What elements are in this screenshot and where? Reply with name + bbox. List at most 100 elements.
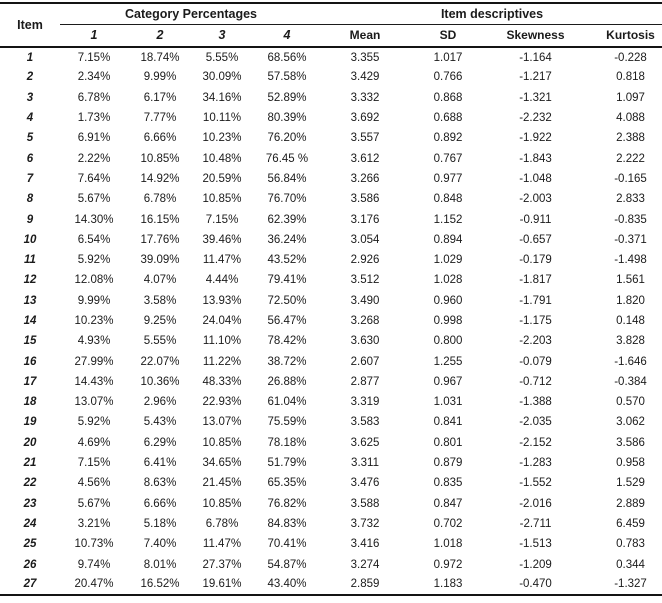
item-number-cell: 23 bbox=[23, 497, 37, 510]
value-cell: -1.217 bbox=[519, 71, 552, 84]
value-cell: -0.371 bbox=[614, 233, 647, 246]
value-cell: 11.10% bbox=[202, 335, 242, 348]
value-cell: 79.41% bbox=[267, 274, 307, 287]
sub-header-row: 1 2 3 4 Mean SD Skewness Kurtosis bbox=[0, 24, 662, 48]
table-row: 15 4.93% 5.55% 11.10% 78.42% 3.630 0.800 -2.203… bbox=[0, 331, 662, 351]
value-cell: 0.766 bbox=[433, 71, 463, 84]
value-cell: 16.52% bbox=[140, 578, 180, 591]
column-header-item: Item bbox=[0, 3, 60, 48]
value-cell: 7.15% bbox=[77, 457, 111, 470]
value-cell: 0.998 bbox=[433, 315, 463, 327]
value-cell: 1.255 bbox=[433, 355, 463, 368]
value-cell: -1.552 bbox=[519, 477, 552, 490]
value-cell: 9.99% bbox=[77, 294, 111, 307]
item-number-cell: 2 bbox=[26, 71, 34, 84]
value-cell: 1.018 bbox=[433, 538, 463, 551]
value-cell: 27.99% bbox=[74, 355, 114, 368]
value-cell: 18.74% bbox=[140, 51, 180, 64]
value-cell: 6.66% bbox=[143, 497, 177, 510]
value-cell: 5.67% bbox=[77, 497, 111, 510]
value-cell: 0.958 bbox=[616, 457, 645, 470]
value-cell: 78.18% bbox=[267, 436, 307, 449]
value-cell: 1.031 bbox=[433, 396, 463, 409]
value-cell: 0.848 bbox=[433, 193, 463, 206]
value-cell: 76.82% bbox=[267, 497, 307, 510]
value-cell: 9.99% bbox=[143, 71, 177, 84]
value-cell: 78.42% bbox=[267, 335, 307, 348]
value-cell: 3.268 bbox=[350, 315, 380, 327]
item-number-cell: 15 bbox=[23, 335, 37, 348]
value-cell: 3.176 bbox=[350, 213, 380, 226]
group-header-category-percentages: Category Percentages bbox=[60, 3, 323, 25]
value-cell: -0.165 bbox=[614, 172, 647, 185]
value-cell: -2.203 bbox=[519, 335, 552, 348]
value-cell: 10.23% bbox=[202, 132, 242, 145]
value-cell: 5.92% bbox=[77, 416, 111, 429]
value-cell: 54.87% bbox=[267, 558, 307, 571]
value-cell: 3.355 bbox=[350, 51, 380, 64]
value-cell: 0.892 bbox=[433, 132, 463, 145]
table-row: 8 5.67% 6.78% 10.85% 76.70% 3.586 0.848 -2.003 2… bbox=[0, 189, 662, 209]
value-cell: -1.175 bbox=[519, 315, 552, 327]
value-cell: 3.21% bbox=[77, 517, 111, 530]
value-cell: 0.977 bbox=[433, 172, 463, 185]
table-row: 3 6.78% 6.17% 34.16% 52.89% 3.332 0.868 -1.321 1… bbox=[0, 88, 662, 108]
item-number-cell: 5 bbox=[26, 132, 34, 145]
value-cell: 10.73% bbox=[74, 538, 114, 551]
value-cell: 34.65% bbox=[202, 457, 242, 470]
item-number-cell: 18 bbox=[23, 396, 37, 409]
value-cell: -1.164 bbox=[519, 51, 552, 64]
value-cell: 56.84% bbox=[267, 172, 307, 185]
value-cell: -0.835 bbox=[614, 213, 647, 226]
value-cell: 4.44% bbox=[205, 274, 239, 287]
value-cell: 3.319 bbox=[350, 396, 380, 409]
value-cell: 7.15% bbox=[77, 51, 111, 64]
value-cell: 14.30% bbox=[74, 213, 114, 226]
value-cell: 0.702 bbox=[433, 517, 463, 530]
value-cell: 0.818 bbox=[616, 71, 645, 84]
value-cell: 3.266 bbox=[350, 172, 380, 185]
item-number-cell: 13 bbox=[23, 294, 37, 307]
value-cell: 51.79% bbox=[267, 457, 307, 470]
value-cell: 2.877 bbox=[350, 375, 380, 388]
value-cell: 9.25% bbox=[143, 315, 177, 327]
value-cell: 4.07% bbox=[143, 274, 177, 287]
value-cell: 6.17% bbox=[143, 91, 177, 104]
value-cell: 10.48% bbox=[202, 152, 242, 165]
value-cell: 6.459 bbox=[616, 517, 645, 530]
item-number-cell: 10 bbox=[23, 233, 37, 246]
value-cell: 10.85% bbox=[202, 497, 242, 510]
value-cell: 11.47% bbox=[202, 538, 242, 551]
value-cell: 5.67% bbox=[77, 193, 111, 206]
value-cell: 2.926 bbox=[350, 254, 380, 267]
value-cell: 5.43% bbox=[143, 416, 177, 429]
table-row: 18 13.07% 2.96% 22.93% 61.04% 3.319 1.031 -1.38… bbox=[0, 392, 662, 412]
value-cell: 75.59% bbox=[267, 416, 307, 429]
value-cell: 0.894 bbox=[433, 233, 463, 246]
column-header-mean: Mean bbox=[322, 24, 409, 48]
table-row: 20 4.69% 6.29% 10.85% 78.18% 3.625 0.801 -2.152… bbox=[0, 433, 662, 453]
table-row: 4 1.73% 7.77% 10.11% 80.39% 3.692 0.688 -2.232 4… bbox=[0, 108, 662, 128]
value-cell: 34.16% bbox=[202, 91, 242, 104]
value-cell: 30.09% bbox=[202, 71, 242, 84]
value-cell: 7.40% bbox=[143, 538, 177, 551]
value-cell: 3.630 bbox=[350, 335, 380, 348]
value-cell: -1.048 bbox=[519, 172, 552, 185]
value-cell: 3.557 bbox=[350, 132, 380, 145]
value-cell: 1.561 bbox=[616, 274, 645, 287]
value-cell: 70.41% bbox=[267, 538, 307, 551]
value-cell: 2.22% bbox=[77, 152, 111, 165]
value-cell: -2.016 bbox=[519, 497, 552, 510]
value-cell: 7.64% bbox=[77, 172, 111, 185]
value-cell: 72.50% bbox=[267, 294, 307, 307]
value-cell: 3.612 bbox=[350, 152, 380, 165]
value-cell: 61.04% bbox=[267, 396, 307, 409]
value-cell: 43.52% bbox=[267, 254, 307, 267]
item-number-cell: 7 bbox=[26, 172, 34, 185]
value-cell: 6.78% bbox=[77, 91, 111, 104]
value-cell: -1.843 bbox=[519, 152, 552, 165]
table-row: 19 5.92% 5.43% 13.07% 75.59% 3.583 0.841 -2.035… bbox=[0, 412, 662, 432]
value-cell: -0.179 bbox=[519, 254, 552, 267]
table-row: 13 9.99% 3.58% 13.93% 72.50% 3.490 0.960 -1.791… bbox=[0, 291, 662, 311]
value-cell: 11.47% bbox=[202, 254, 242, 267]
